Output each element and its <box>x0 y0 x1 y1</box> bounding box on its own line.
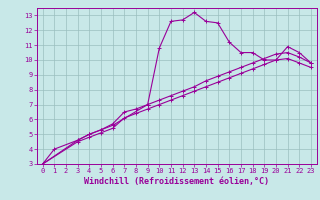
X-axis label: Windchill (Refroidissement éolien,°C): Windchill (Refroidissement éolien,°C) <box>84 177 269 186</box>
